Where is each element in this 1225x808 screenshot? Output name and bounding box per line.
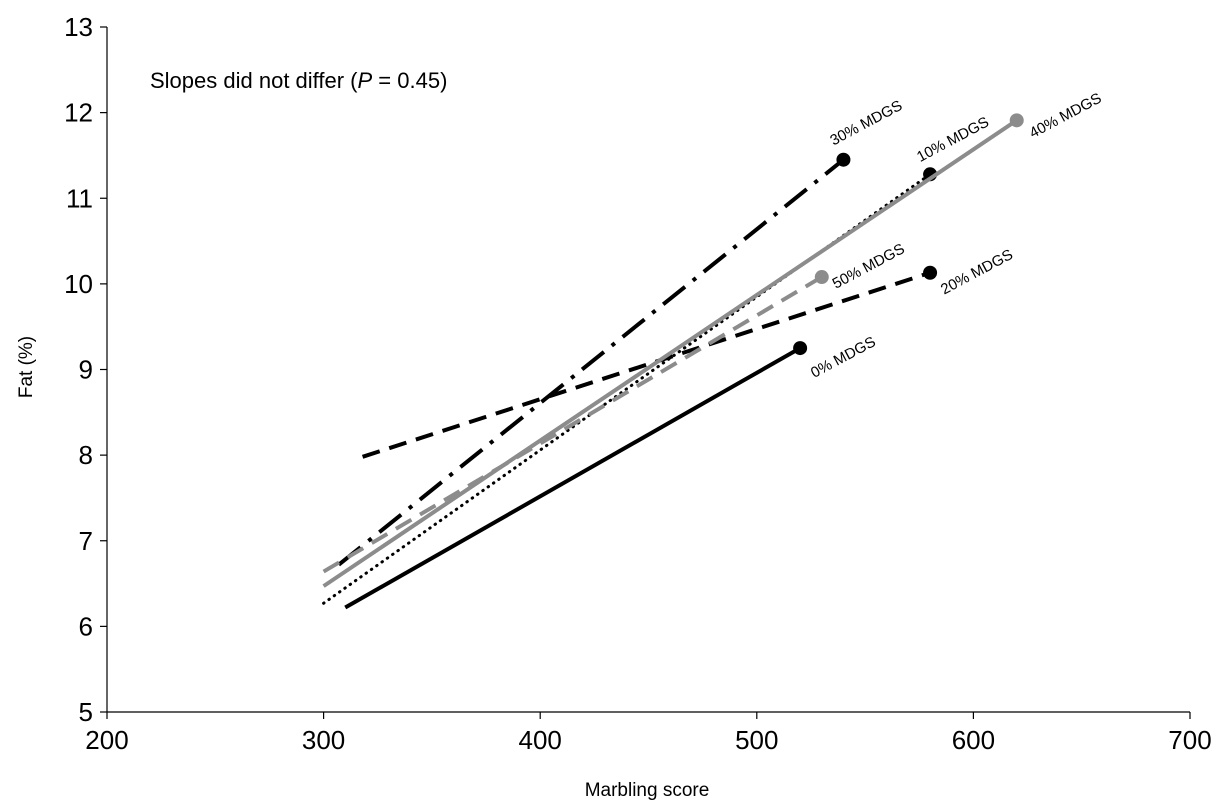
series-label-3: 30% MDGS (827, 97, 905, 149)
annotation-prefix: Slopes did not differ ( (150, 68, 358, 93)
series-line-5 (322, 275, 823, 574)
y-tick-label: 7 (79, 526, 93, 556)
y-ticks: 5 6 7 8 9 10 11 12 13 (64, 12, 107, 727)
series-label-2: 20% MDGS (938, 246, 1016, 298)
series-end-marker-2 (923, 265, 938, 280)
annotation-suffix: = 0.45) (372, 68, 447, 93)
y-tick-label: 5 (79, 697, 93, 727)
series-end-marker-3 (836, 152, 851, 167)
y-axis-title: Fat (%) (16, 336, 37, 398)
annotation-italic: P (358, 68, 373, 93)
series-end-marker-4 (1009, 113, 1024, 128)
series-label-0: 0% MDGS (808, 333, 879, 381)
x-tick-label: 200 (85, 725, 128, 755)
x-tick-label: 600 (952, 725, 995, 755)
series (322, 113, 1024, 610)
y-tick-label: 9 (79, 355, 93, 385)
series-end-marker-0 (793, 341, 808, 356)
y-tick-label: 10 (64, 269, 93, 299)
series-line-4 (322, 118, 1018, 588)
series-line-3 (337, 158, 845, 567)
x-tick-label: 400 (519, 725, 562, 755)
x-tick-label: 500 (735, 725, 778, 755)
slopes-annotation: Slopes did not differ (P = 0.45) (150, 68, 447, 93)
x-tick-label: 300 (302, 725, 345, 755)
x-axis-title: Marbling score (585, 780, 710, 801)
x-tick-label: 700 (1168, 725, 1211, 755)
series-line-0 (344, 346, 802, 610)
x-ticks: 200 300 400 500 600 700 (85, 712, 1212, 755)
y-tick-label: 11 (66, 183, 93, 213)
series-line-2 (361, 270, 931, 459)
y-tick-label: 13 (64, 12, 93, 42)
y-tick-label: 6 (79, 611, 93, 641)
y-tick-label: 12 (64, 98, 93, 128)
y-tick-label: 8 (79, 440, 93, 470)
series-label-1: 10% MDGS (914, 114, 992, 166)
series-label-4: 40% MDGS (1027, 90, 1105, 142)
series-end-marker-5 (814, 270, 829, 285)
